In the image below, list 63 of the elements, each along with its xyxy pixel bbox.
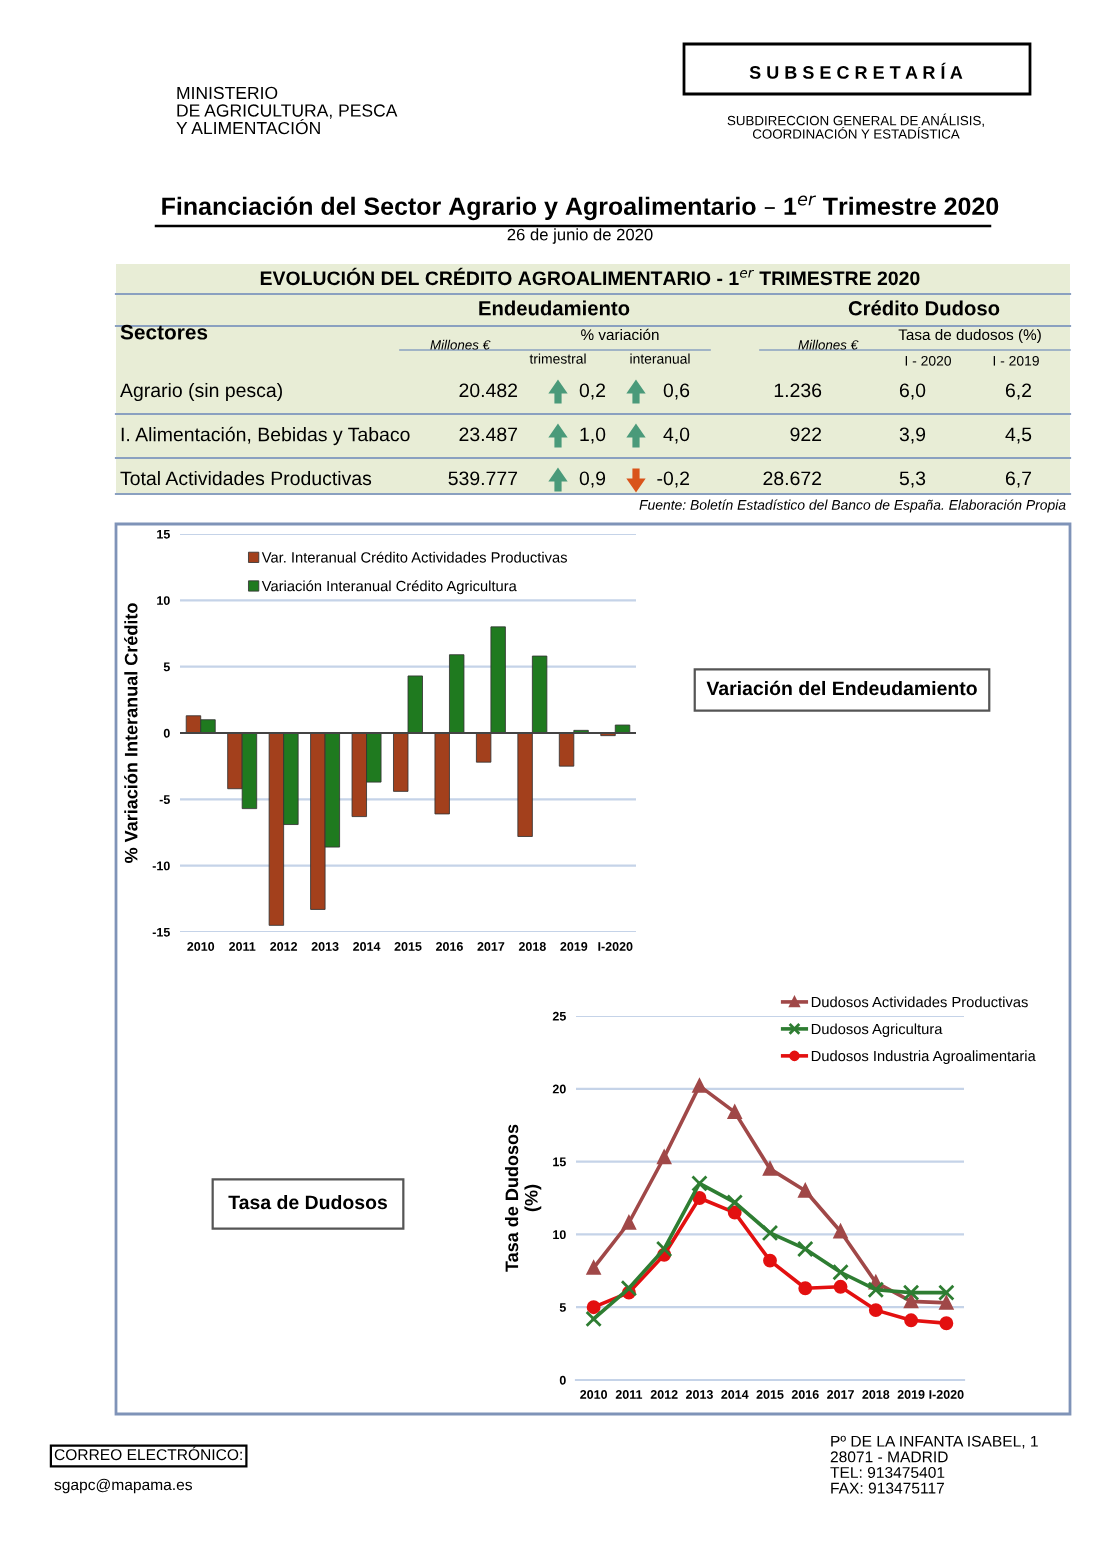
text: 0,6 — [663, 383, 690, 400]
text: 0,9 — [579, 471, 606, 488]
point — [763, 1253, 777, 1268]
text: 26 de junio de 2020 — [507, 228, 653, 244]
point — [691, 1175, 708, 1192]
point — [655, 1240, 673, 1258]
text: 6,2 — [1005, 383, 1032, 400]
text: 28.672 — [763, 471, 822, 486]
text: Sectores — [120, 324, 208, 340]
point — [692, 1191, 707, 1205]
point — [586, 1300, 601, 1315]
point — [833, 1224, 848, 1239]
text: 1,0 — [580, 427, 606, 444]
text: 5,3 — [899, 471, 926, 488]
text: I. Alimentación, Bebidas y Tabaco — [121, 426, 410, 446]
point — [938, 1284, 955, 1301]
text: Crédito Dudoso — [848, 300, 1000, 316]
text: S U B S E C R E T A R Í A — [749, 62, 963, 79]
point — [621, 1215, 636, 1230]
point — [692, 1078, 707, 1093]
text: Variación del Endeudamiento — [706, 680, 977, 696]
text: Financiación del Sector Agrario y Agroalimentario – 1$^{er}$ Trimestre 2020 — [162, 195, 999, 221]
point — [796, 1240, 814, 1258]
point — [867, 1281, 885, 1299]
text: Tasa de Dudosos — [228, 1194, 387, 1210]
point — [902, 1284, 920, 1301]
text: Total Actividades Productivas — [120, 470, 372, 486]
point — [657, 1150, 672, 1165]
text: 1.236 — [774, 383, 822, 398]
text: 922 — [790, 427, 822, 442]
point — [832, 1263, 849, 1281]
point — [763, 1161, 777, 1176]
point — [798, 1183, 813, 1198]
text: 4,5 — [1005, 427, 1032, 444]
point — [833, 1279, 848, 1294]
y-axis-title: % Variación Interanual Crédito — [124, 603, 138, 863]
text: -0,2 — [657, 471, 690, 488]
point — [939, 1295, 954, 1310]
point — [798, 1281, 813, 1296]
text: 6,7 — [1005, 471, 1032, 488]
point — [904, 1294, 919, 1309]
point — [761, 1224, 779, 1242]
text: 539.777 — [448, 471, 518, 486]
point — [727, 1205, 742, 1220]
point — [585, 1310, 602, 1328]
text: 6,0 — [899, 383, 926, 400]
text: Agrario (sin pesca) — [120, 382, 282, 402]
y-axis-title: Tasa de Dudosos (%) — [504, 1124, 542, 1272]
text: MINISTERIO DE AGRICULTURA, PESCA Y ALIMENTACIÓN — [176, 86, 398, 135]
text: 3,9 — [899, 427, 926, 444]
point — [868, 1303, 883, 1318]
text: 4,0 — [663, 427, 690, 444]
text: EVOLUCIÓN DEL CRÉDITO AGROALIMENTARIO - 1$^{er}$ TRIMESTRE 2020 — [260, 267, 920, 286]
text: Endeudamiento — [479, 300, 630, 316]
point — [727, 1105, 742, 1120]
point — [586, 1260, 601, 1275]
point — [904, 1313, 919, 1328]
point — [620, 1279, 638, 1297]
point — [726, 1194, 744, 1211]
text: 20.482 — [459, 383, 518, 398]
text: 23.487 — [459, 427, 518, 442]
text: 0,2 — [579, 383, 606, 400]
point — [939, 1316, 954, 1331]
